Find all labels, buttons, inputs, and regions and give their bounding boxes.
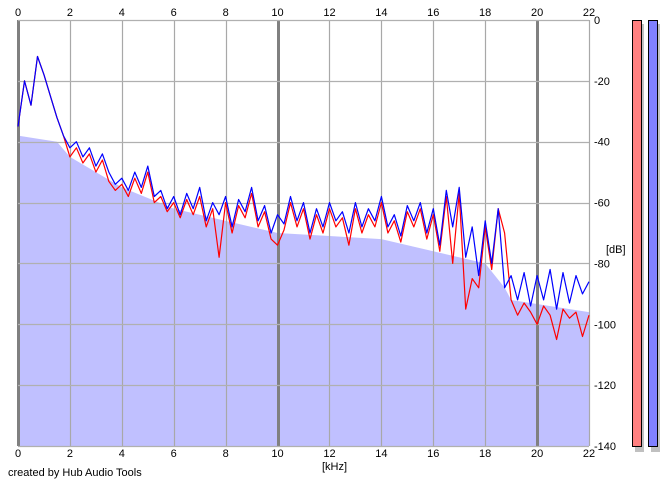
y-tick-label: -40: [594, 137, 610, 149]
x-tick-label-top: 12: [323, 7, 335, 19]
x-tick-label-top: 16: [427, 7, 439, 19]
series-line-left-channel: [17, 55, 590, 310]
x-axis-label: [kHz]: [322, 461, 348, 473]
x-tick-label-top: 18: [479, 7, 491, 19]
x-tick-label-bottom: 2: [67, 448, 73, 460]
x-tick-label-bottom: 20: [531, 448, 543, 460]
x-tick-label-bottom: 16: [427, 448, 439, 460]
right-meter: [648, 20, 658, 447]
x-tick-label-bottom: 4: [119, 448, 125, 460]
x-tick-label-bottom: 12: [323, 448, 335, 460]
credit-text: created by Hub Audio Tools: [8, 467, 142, 479]
y-tick-label: -20: [594, 76, 610, 88]
y-tick-label: -140: [594, 441, 616, 453]
y-tick-label: -80: [594, 258, 610, 270]
x-tick-label-bottom: 10: [271, 448, 283, 460]
y-axis-label: [dB]: [606, 244, 626, 256]
y-tick-label: -60: [594, 198, 610, 210]
y-tick-label: -100: [594, 319, 616, 331]
x-tick-label-top: 14: [375, 7, 387, 19]
x-tick-label-top: 20: [531, 7, 543, 19]
y-tick-label: 0: [594, 15, 600, 27]
x-tick-label-top: 0: [15, 7, 21, 19]
x-tick-label-bottom: 8: [223, 448, 229, 460]
x-tick-label-top: 2: [67, 7, 73, 19]
x-tick-label-bottom: 14: [375, 448, 387, 460]
left-meter: [632, 20, 642, 447]
x-tick-label-top: 6: [171, 7, 177, 19]
x-tick-label-top: 22: [583, 7, 595, 19]
x-tick-label-bottom: 6: [171, 448, 177, 460]
x-tick-label-bottom: 22: [583, 448, 595, 460]
x-tick-label-top: 4: [119, 7, 125, 19]
x-tick-label-top: 8: [223, 7, 229, 19]
x-tick-label-bottom: 18: [479, 448, 491, 460]
y-tick-label: -120: [594, 380, 616, 392]
spectrum-fill-area: [18, 135, 589, 446]
x-tick-label-top: 10: [271, 7, 283, 19]
x-tick-label-bottom: 0: [15, 448, 21, 460]
